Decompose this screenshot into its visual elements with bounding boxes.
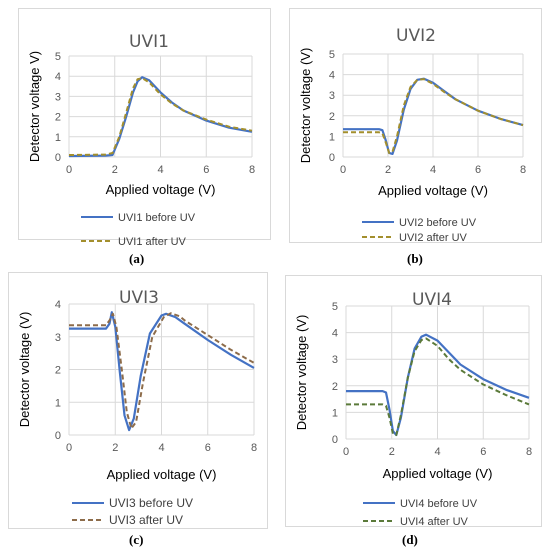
y-axis-label: Detector voltage (V) — [298, 48, 313, 164]
legend-label: UVI4 after UV — [400, 516, 469, 528]
legend-label: UVI1 after UV — [118, 236, 187, 248]
x-axis-label: Applied voltage (V) — [106, 182, 216, 197]
y-tick-label: 5 — [329, 49, 335, 61]
x-tick-label: 8 — [251, 442, 257, 454]
y-tick-label: 1 — [332, 407, 338, 419]
y-axis-label: Detector voltage (V) — [17, 312, 32, 428]
x-tick-label: 6 — [205, 442, 211, 454]
x-tick-label: 0 — [66, 164, 72, 176]
series-line-before — [69, 311, 255, 432]
caption-a: (a) — [129, 251, 145, 266]
chart-panel-uvi1: 0 1 2 3 4 5 0 2 4 6 8 UVI1 Applied voltage (V) Detect… — [18, 8, 271, 248]
y-tick-label: 1 — [329, 131, 335, 143]
series-line-after — [343, 78, 524, 154]
x-tick-label: 2 — [385, 164, 391, 176]
x-tick-label: 4 — [434, 446, 440, 458]
x-tick-label: 8 — [249, 164, 255, 176]
x-axis-label: Applied voltage (V) — [383, 466, 493, 481]
chart-title: UVI3 — [119, 288, 159, 308]
chart-uvi4: 0 1 2 3 4 5 0 2 4 6 8 UVI4 Applied voltage (V) Detect… — [294, 290, 532, 528]
y-tick-label: 3 — [332, 354, 338, 366]
caption-b: (b) — [407, 251, 423, 266]
chart-title: UVI4 — [412, 290, 452, 310]
x-tick-label: 6 — [203, 164, 209, 176]
legend-label: UVI3 before UV — [109, 496, 193, 510]
x-tick-label: 4 — [157, 164, 163, 176]
y-tick-label: 2 — [329, 111, 335, 123]
x-tick-label: 8 — [526, 446, 532, 458]
y-tick-label: 4 — [55, 299, 61, 311]
chart-uvi2: 0 1 2 3 4 5 0 2 4 6 8 UVI2 Applied voltage (V) Detect… — [298, 26, 526, 244]
y-tick-label: 5 — [332, 301, 338, 313]
y-axis-label: Detector voltage V) — [27, 51, 42, 162]
y-tick-label: 4 — [332, 328, 338, 340]
chart-title: UVI1 — [129, 32, 169, 52]
x-axis-label: Applied voltage (V) — [378, 183, 488, 198]
series-line-before — [346, 333, 530, 437]
x-tick-label: 6 — [475, 164, 481, 176]
chart-title: UVI2 — [396, 26, 436, 46]
x-tick-label: 0 — [340, 164, 346, 176]
chart-panel-uvi3: 0 1 2 3 4 0 2 4 6 8 UVI3 Applied voltage (V) Detecto… — [8, 272, 268, 529]
chart-uvi3: 0 1 2 3 4 0 2 4 6 8 UVI3 Applied voltage (V) Detecto… — [17, 288, 257, 527]
y-axis-label: Detector voltage (V) — [294, 315, 309, 431]
y-tick-label: 0 — [329, 152, 335, 164]
x-tick-label: 4 — [430, 164, 436, 176]
series-line-after — [346, 337, 530, 436]
caption-d: (d) — [402, 532, 418, 547]
y-tick-label: 4 — [55, 71, 61, 83]
legend-label: UVI2 before UV — [399, 217, 477, 229]
y-tick-label: 3 — [55, 91, 61, 103]
x-tick-label: 8 — [520, 164, 526, 176]
legend-label: UVI4 before UV — [400, 498, 478, 510]
chart-panel-uvi2: 0 1 2 3 4 5 0 2 4 6 8 UVI2 Applied voltage (V) Detect… — [289, 8, 542, 244]
y-tick-label: 3 — [329, 90, 335, 102]
x-axis-label: Applied voltage (V) — [107, 467, 217, 482]
caption-c: (c) — [129, 532, 144, 547]
x-tick-label: 0 — [66, 442, 72, 454]
y-tick-label: 3 — [55, 332, 61, 344]
series-line-after — [69, 312, 255, 430]
y-tick-label: 0 — [55, 430, 61, 442]
y-tick-label: 0 — [55, 152, 61, 164]
x-tick-label: 2 — [389, 446, 395, 458]
x-tick-label: 4 — [158, 442, 164, 454]
legend-label: UVI1 before UV — [118, 212, 196, 224]
y-tick-label: 0 — [332, 434, 338, 446]
y-tick-label: 2 — [55, 112, 61, 124]
legend-label: UVI2 after UV — [399, 232, 468, 244]
y-tick-label: 1 — [55, 132, 61, 144]
y-tick-label: 5 — [55, 51, 61, 63]
y-tick-label: 2 — [55, 365, 61, 377]
chart-panel-uvi4: 0 1 2 3 4 5 0 2 4 6 8 UVI4 Applied voltage (V) Detect… — [285, 275, 542, 528]
x-tick-label: 2 — [112, 164, 118, 176]
chart-uvi1: 0 1 2 3 4 5 0 2 4 6 8 UVI1 Applied voltage (V) Detect… — [27, 32, 255, 248]
legend-label: UVI3 after UV — [109, 513, 183, 527]
x-tick-label: 6 — [480, 446, 486, 458]
y-tick-label: 1 — [55, 397, 61, 409]
x-tick-label: 2 — [112, 442, 118, 454]
y-tick-label: 4 — [329, 70, 335, 82]
x-tick-label: 0 — [343, 446, 349, 458]
y-tick-label: 2 — [332, 381, 338, 393]
series-line-after — [68, 77, 253, 156]
